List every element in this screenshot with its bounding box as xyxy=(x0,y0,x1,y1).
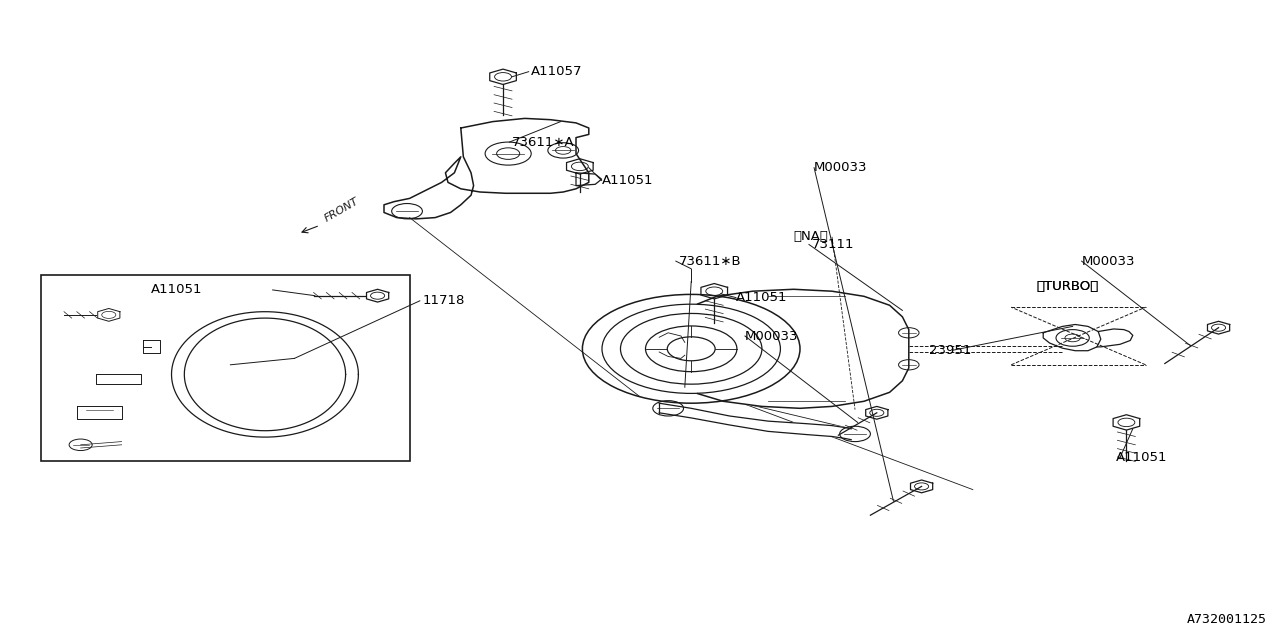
Polygon shape xyxy=(384,118,589,219)
Text: 73611∗A: 73611∗A xyxy=(512,136,575,148)
Text: M00033: M00033 xyxy=(814,161,868,174)
Text: A11057: A11057 xyxy=(531,65,582,78)
Text: A11051: A11051 xyxy=(151,284,202,296)
Text: M00033: M00033 xyxy=(745,330,799,342)
Text: M00033: M00033 xyxy=(1082,255,1135,268)
Polygon shape xyxy=(1097,329,1133,347)
Text: A11051: A11051 xyxy=(736,291,787,304)
Text: 73111: 73111 xyxy=(812,238,854,251)
Polygon shape xyxy=(1043,324,1101,351)
Text: A11051: A11051 xyxy=(1116,451,1167,464)
Polygon shape xyxy=(576,173,602,186)
Text: 11718: 11718 xyxy=(422,294,465,307)
Text: 23951: 23951 xyxy=(929,344,972,356)
Text: 〈NA〉: 〈NA〉 xyxy=(794,230,828,243)
Bar xyxy=(41,275,410,461)
Polygon shape xyxy=(698,289,909,408)
Text: 73611∗B: 73611∗B xyxy=(678,255,741,268)
Text: A732001125: A732001125 xyxy=(1188,613,1267,626)
Text: FRONT: FRONT xyxy=(323,196,361,223)
Text: 〈TURBO〉: 〈TURBO〉 xyxy=(1037,280,1100,292)
Text: A11051: A11051 xyxy=(602,174,653,187)
Text: 〈TURBO〉: 〈TURBO〉 xyxy=(1037,280,1100,292)
Polygon shape xyxy=(659,403,851,440)
